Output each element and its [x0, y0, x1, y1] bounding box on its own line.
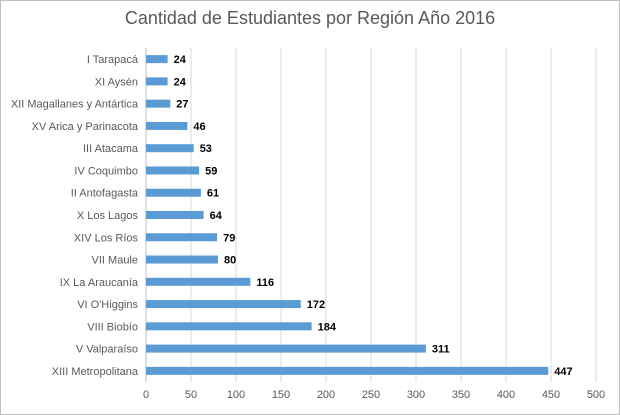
- bar: [146, 211, 204, 219]
- y-tick-label: XI Aysén: [95, 76, 138, 88]
- data-label: 447: [554, 366, 572, 378]
- x-tick-label: 300: [407, 389, 425, 401]
- x-tick-label: 0: [143, 389, 149, 401]
- bar: [146, 277, 251, 286]
- x-tick-label: 200: [317, 389, 335, 401]
- bar: [146, 166, 200, 175]
- y-tick-label: X Los Lagos: [77, 210, 139, 222]
- data-label: 24: [174, 54, 187, 66]
- x-tick-label: 250: [362, 389, 380, 401]
- bar: [146, 99, 171, 108]
- x-tick-label: 450: [542, 389, 560, 401]
- data-label: 27: [176, 99, 188, 111]
- y-tick-label: XII Magallanes y Antártica: [11, 99, 139, 111]
- bar: [146, 77, 168, 86]
- x-tick-label: 350: [452, 389, 470, 401]
- data-label: 64: [210, 210, 223, 222]
- data-label: 184: [318, 321, 337, 333]
- data-label: 61: [207, 188, 219, 200]
- y-tick-label: XV Arica y Parinacota: [32, 121, 139, 133]
- y-tick-label: VII Maule: [92, 255, 138, 267]
- data-label: 79: [223, 232, 235, 244]
- y-tick-label: V Valparaíso: [76, 344, 138, 356]
- y-tick-label: IV Coquimbo: [74, 165, 138, 177]
- data-label: 80: [224, 255, 236, 267]
- data-label: 116: [256, 277, 274, 289]
- y-tick-label: II Antofagasta: [71, 188, 139, 200]
- bar: [146, 144, 194, 153]
- x-tick-label: 400: [497, 389, 515, 401]
- bar: [146, 233, 218, 242]
- bar: [146, 322, 312, 331]
- data-label: 53: [200, 143, 212, 155]
- data-label: 59: [205, 165, 217, 177]
- x-tick-label: 500: [587, 389, 605, 401]
- bar: [146, 300, 301, 309]
- bar: [146, 366, 549, 375]
- y-tick-label: VI O'Higgins: [77, 299, 138, 311]
- y-tick-label: I Tarapacá: [87, 54, 139, 66]
- x-tick-label: 150: [272, 389, 290, 401]
- data-label: 311: [432, 344, 450, 356]
- bar: [146, 121, 188, 130]
- bar: [146, 344, 426, 353]
- chart-title: Cantidad de Estudiantes por Región Año 2…: [124, 8, 496, 28]
- y-tick-label: XIII Metropolitana: [52, 366, 139, 378]
- bar: [146, 255, 218, 264]
- y-tick-label: IX La Araucanía: [60, 277, 139, 289]
- bar: [146, 188, 201, 197]
- x-tick-label: 50: [185, 389, 197, 401]
- data-label: 172: [307, 299, 325, 311]
- data-label: 24: [174, 76, 187, 88]
- y-tick-label: VIII Biobío: [87, 321, 138, 333]
- y-tick-label: XIV Los Ríos: [74, 232, 139, 244]
- data-label: 46: [193, 121, 205, 133]
- x-tick-label: 100: [227, 389, 245, 401]
- bar: [146, 55, 168, 64]
- y-tick-label: III Atacama: [83, 143, 139, 155]
